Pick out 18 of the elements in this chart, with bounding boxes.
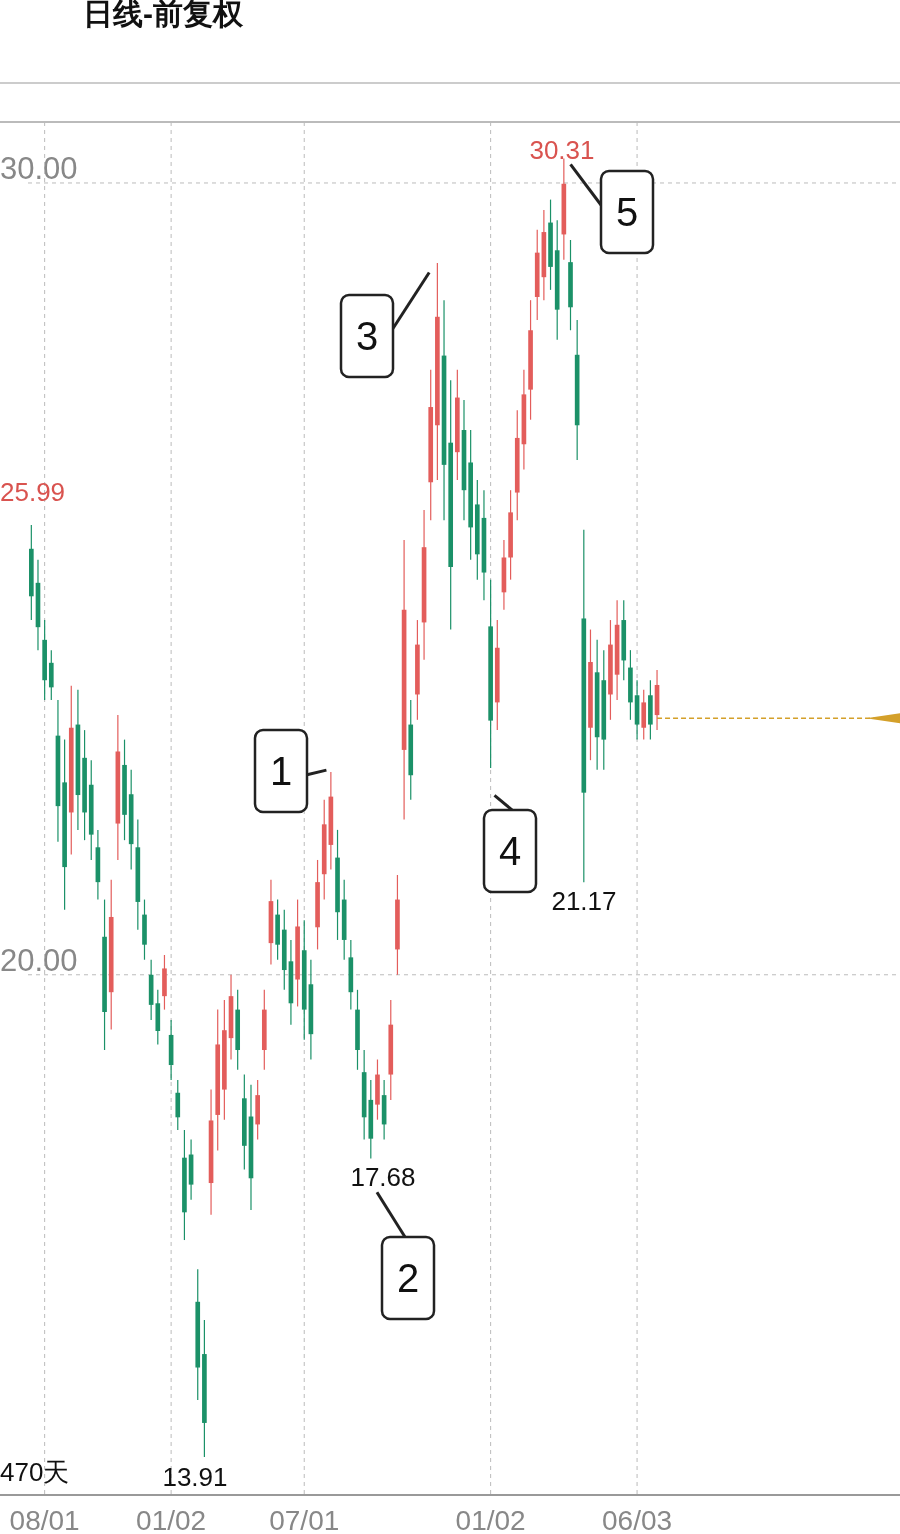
x-tick-label: 06/03	[602, 1505, 673, 1534]
annotation: 30.31	[529, 135, 595, 165]
annotation: 2	[396, 1256, 420, 1300]
y-tick-label: 30.00	[0, 150, 78, 186]
annotation: 25.99	[0, 477, 66, 507]
y-tick-label: 20.00	[0, 942, 78, 978]
annotation: 21.17	[551, 886, 617, 916]
x-tick-label: 01/02	[455, 1505, 526, 1534]
annotation: 4	[498, 829, 522, 873]
annotation: 3	[355, 314, 379, 358]
annotation: 1	[269, 749, 293, 793]
annotation: 13.91	[162, 1462, 228, 1492]
x-tick-label: 07/01	[269, 1505, 340, 1534]
annotation: 470天	[0, 1457, 70, 1487]
x-tick-label: 01/02	[136, 1505, 207, 1534]
annotation: 5	[615, 190, 639, 234]
annotation: 17.68	[350, 1162, 416, 1192]
x-tick-label: 08/01	[9, 1505, 80, 1534]
